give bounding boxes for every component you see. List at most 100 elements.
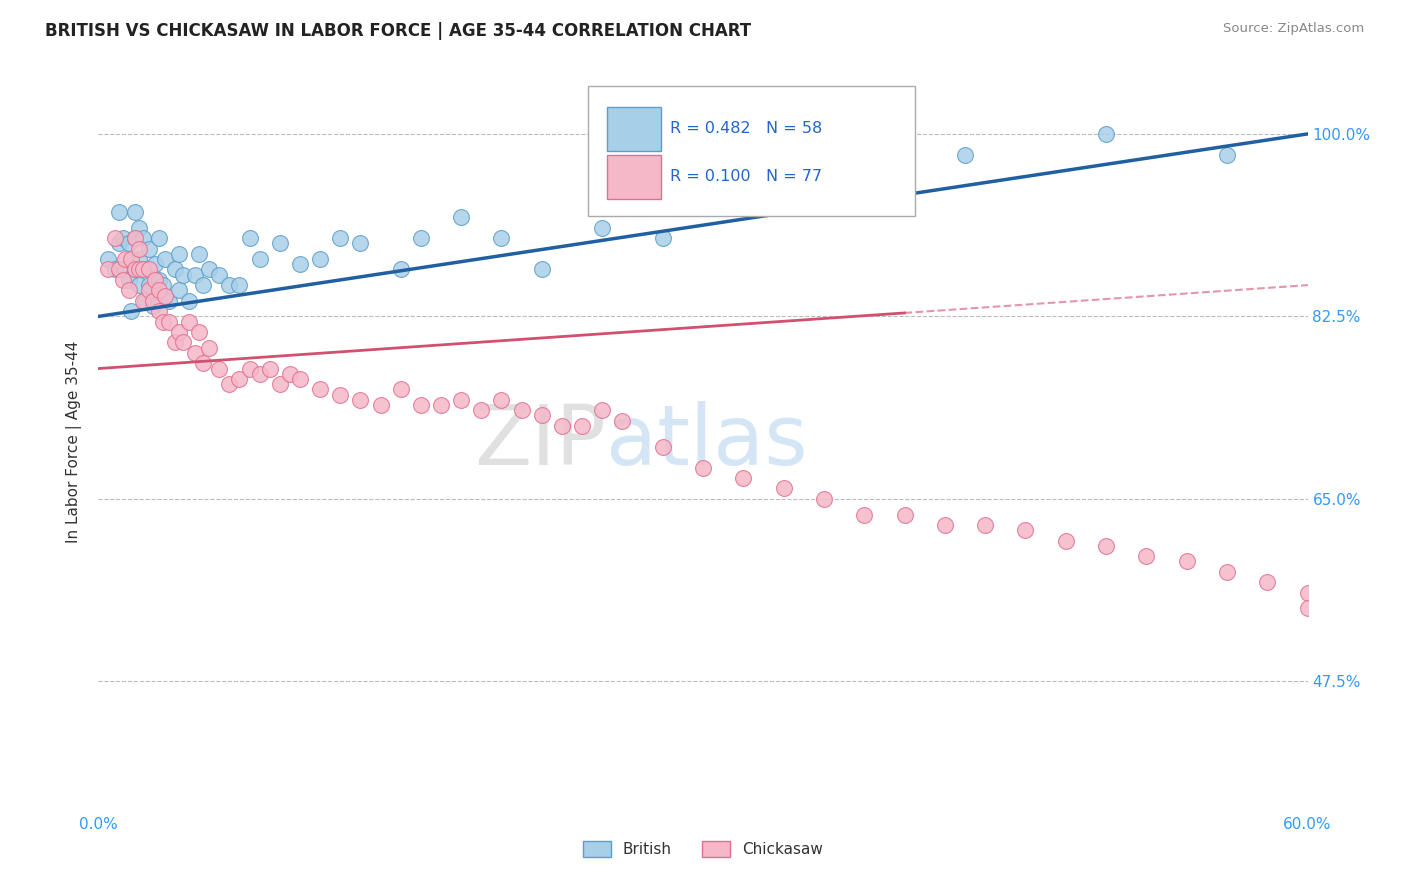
Point bbox=[491, 231, 513, 245]
Point bbox=[128, 252, 150, 266]
Point bbox=[389, 383, 412, 397]
Point bbox=[269, 236, 291, 251]
Point bbox=[450, 392, 472, 407]
Point bbox=[120, 252, 142, 266]
Point bbox=[118, 273, 141, 287]
Point bbox=[163, 262, 186, 277]
Point bbox=[128, 278, 150, 293]
Point bbox=[138, 278, 160, 293]
Point bbox=[259, 361, 281, 376]
Point bbox=[612, 414, 634, 428]
Point bbox=[124, 262, 146, 277]
Point bbox=[153, 252, 176, 266]
Point bbox=[470, 403, 492, 417]
Point bbox=[208, 268, 231, 282]
Point bbox=[510, 403, 533, 417]
Point bbox=[124, 231, 146, 245]
Text: R = 0.482   N = 58: R = 0.482 N = 58 bbox=[671, 121, 823, 136]
Point bbox=[179, 315, 201, 329]
Point bbox=[309, 252, 332, 266]
Point bbox=[111, 231, 134, 245]
Point bbox=[128, 220, 150, 235]
Point bbox=[1135, 549, 1157, 564]
Point bbox=[184, 268, 207, 282]
Point bbox=[142, 293, 165, 308]
Point bbox=[370, 398, 392, 412]
Text: Source: ZipAtlas.com: Source: ZipAtlas.com bbox=[1223, 22, 1364, 36]
Point bbox=[1357, 617, 1379, 632]
Point bbox=[153, 288, 176, 302]
Point bbox=[198, 262, 221, 277]
Point bbox=[893, 508, 915, 522]
Point bbox=[329, 231, 352, 245]
Point bbox=[692, 460, 714, 475]
Point bbox=[172, 335, 194, 350]
Point bbox=[349, 236, 371, 251]
Point bbox=[733, 471, 755, 485]
Point bbox=[148, 304, 170, 318]
Point bbox=[97, 262, 120, 277]
Point bbox=[128, 242, 150, 256]
Point bbox=[571, 418, 593, 433]
Y-axis label: In Labor Force | Age 35-44: In Labor Force | Age 35-44 bbox=[66, 341, 83, 542]
Point bbox=[530, 262, 553, 277]
Point bbox=[128, 262, 150, 277]
Point bbox=[138, 262, 160, 277]
Point bbox=[953, 148, 976, 162]
Point bbox=[491, 392, 513, 407]
FancyBboxPatch shape bbox=[607, 107, 661, 151]
Point bbox=[249, 252, 271, 266]
Point bbox=[1095, 539, 1118, 553]
Point bbox=[228, 372, 250, 386]
Point bbox=[733, 200, 755, 214]
Point bbox=[152, 315, 174, 329]
Point bbox=[167, 325, 190, 339]
Point bbox=[148, 273, 170, 287]
Point bbox=[132, 293, 155, 308]
Point bbox=[143, 257, 166, 271]
Point bbox=[389, 262, 412, 277]
Point bbox=[193, 278, 215, 293]
Point bbox=[198, 341, 221, 355]
Point bbox=[551, 418, 574, 433]
Point bbox=[157, 293, 180, 308]
Point bbox=[228, 278, 250, 293]
Point bbox=[188, 247, 211, 261]
Point bbox=[124, 231, 146, 245]
Point bbox=[1316, 607, 1339, 621]
Point bbox=[1216, 565, 1239, 579]
Point bbox=[974, 518, 997, 533]
Point bbox=[114, 262, 136, 277]
Point bbox=[591, 220, 613, 235]
Text: atlas: atlas bbox=[606, 401, 808, 482]
Point bbox=[853, 508, 876, 522]
Point bbox=[409, 231, 432, 245]
Point bbox=[1337, 612, 1360, 626]
Point bbox=[934, 518, 956, 533]
Point bbox=[124, 205, 146, 219]
Point bbox=[103, 231, 125, 245]
Point bbox=[179, 293, 201, 308]
Point bbox=[409, 398, 432, 412]
Point bbox=[107, 262, 129, 277]
Point bbox=[450, 211, 472, 225]
Point bbox=[152, 278, 174, 293]
Point bbox=[813, 491, 835, 506]
Point bbox=[309, 383, 332, 397]
Point bbox=[1175, 554, 1198, 568]
Point bbox=[218, 377, 240, 392]
Point bbox=[278, 367, 301, 381]
Point bbox=[138, 242, 160, 256]
Point bbox=[132, 231, 155, 245]
Text: ZIP: ZIP bbox=[474, 401, 606, 482]
Point bbox=[269, 377, 291, 392]
Point bbox=[208, 361, 231, 376]
Point bbox=[97, 252, 120, 266]
Point bbox=[124, 262, 146, 277]
Point bbox=[118, 283, 141, 297]
Point bbox=[249, 367, 271, 381]
Point bbox=[103, 262, 125, 277]
Point bbox=[772, 482, 794, 496]
Point bbox=[651, 231, 673, 245]
FancyBboxPatch shape bbox=[607, 155, 661, 199]
